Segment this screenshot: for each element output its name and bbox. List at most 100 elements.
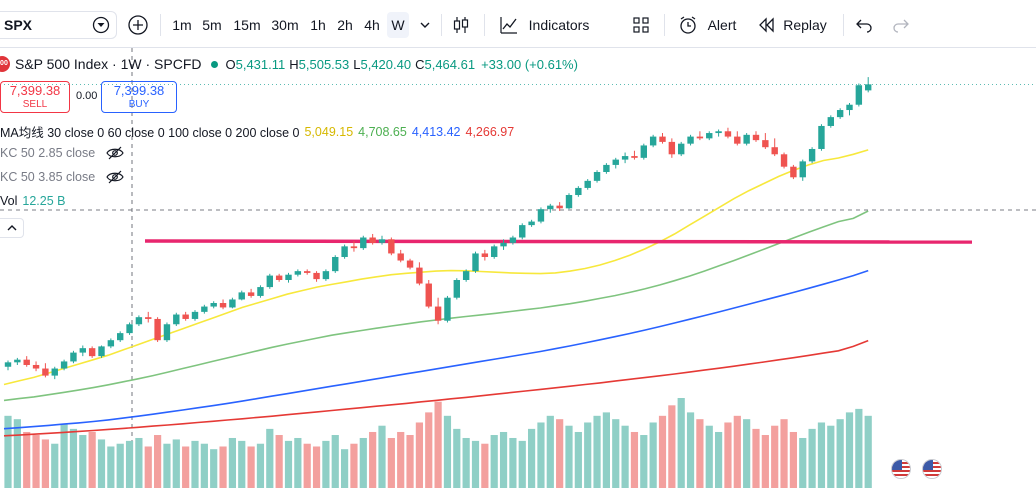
change-value: +33.00 (+0.61%) (481, 56, 578, 72)
interval-4h[interactable]: 4h (364, 17, 380, 33)
candles-icon[interactable] (450, 14, 472, 36)
layouts-grid-icon[interactable] (630, 14, 652, 36)
interval-2h[interactable]: 2h (337, 17, 353, 33)
buy-button[interactable]: 7,399.38 BUY (101, 81, 177, 113)
candle-body (556, 205, 563, 209)
candle-body (565, 195, 573, 209)
candle-body (537, 209, 545, 222)
candle-body (855, 85, 863, 105)
sell-price: 7,399.38 (9, 83, 61, 98)
volume-bar (696, 419, 704, 488)
legend-title: S&P 500 Index · 1W · SPCFD (15, 56, 202, 72)
candle-body (678, 143, 685, 155)
interval-30m[interactable]: 30m (271, 17, 299, 33)
candle-body (724, 131, 732, 137)
candle-body (388, 239, 395, 254)
interval-1h[interactable]: 1h (310, 17, 326, 33)
candle-body (416, 267, 423, 284)
us-flag-event-icon[interactable] (922, 459, 942, 479)
indicators-icon[interactable] (498, 14, 520, 36)
volume-bar (612, 419, 620, 488)
open-key: O (225, 56, 236, 72)
us-flag-event-icon[interactable] (891, 459, 911, 479)
volume-bar (574, 431, 582, 488)
indicators-button[interactable]: Indicators (528, 17, 590, 33)
close-key: C (415, 56, 425, 72)
volume-bar (771, 425, 779, 488)
volume-bar (312, 446, 321, 488)
volume-bar (359, 437, 367, 488)
kc1-indicator-legend[interactable]: KC 50 2.85 close (0, 146, 124, 160)
sell-label: SELL (22, 99, 48, 110)
candle-body (182, 314, 189, 319)
undo-icon[interactable] (853, 14, 875, 36)
volume-bar (163, 443, 171, 488)
volume-bar (4, 415, 12, 488)
candle-body (425, 283, 432, 307)
interval-W[interactable]: W (387, 12, 409, 38)
vol-value: 12.25 B (22, 194, 66, 208)
alert-button[interactable]: Alert (707, 17, 737, 33)
volume-bar (509, 437, 517, 488)
interval-15m[interactable]: 15m (233, 17, 261, 33)
candle-body (706, 133, 713, 139)
sp500-badge: 500 (0, 56, 10, 72)
candle-body (322, 271, 330, 280)
add-symbol-icon[interactable] (92, 16, 110, 34)
volume-bar (41, 439, 49, 488)
ma30-value: 5,049.15 (304, 124, 354, 139)
collapse-legend-button[interactable] (0, 218, 24, 238)
spread-value: 0.00 (76, 90, 98, 102)
candle-body (696, 136, 704, 139)
volume-bar (640, 435, 648, 488)
candle-body (266, 275, 273, 288)
interval-5m[interactable]: 5m (202, 17, 222, 33)
price-chart[interactable] (0, 48, 1036, 488)
toolbar-divider (843, 14, 844, 36)
volume-bar (752, 428, 760, 488)
replay-button[interactable]: Replay (783, 17, 827, 33)
volume-bar (602, 412, 610, 488)
candle-body (117, 333, 124, 341)
eye-off-icon[interactable] (106, 146, 124, 160)
volume-bar (294, 437, 302, 488)
volume-bar (808, 428, 816, 488)
replay-icon[interactable] (756, 14, 778, 36)
volume-bar (845, 412, 854, 488)
volume-bar (378, 425, 386, 488)
volume-bar (256, 443, 265, 488)
candle-body (519, 225, 526, 238)
candle-body (640, 145, 647, 158)
volume-legend[interactable]: Vol 12.25 B (0, 194, 70, 208)
candle-body (509, 237, 517, 243)
kc2-indicator-legend[interactable]: KC 50 3.85 close (0, 170, 124, 184)
candle-body (444, 297, 451, 321)
chevron-down-icon[interactable] (414, 14, 436, 36)
alert-clock-icon[interactable] (677, 14, 699, 36)
candle-body (163, 324, 171, 341)
candle-body (715, 131, 722, 134)
redo-icon[interactable] (890, 14, 912, 36)
candle-body (434, 306, 442, 321)
volume-bar (387, 437, 395, 488)
candle-body (649, 136, 657, 146)
ma-indicator-legend[interactable]: MA均线 30 close 0 60 close 0 100 close 0 2… (0, 122, 519, 141)
symbol-search[interactable]: SPX (0, 11, 117, 39)
toolbar-divider (484, 14, 485, 36)
candle-body (780, 154, 788, 167)
volume-bar (69, 428, 78, 488)
candle-body (201, 306, 208, 312)
symbol-legend: 500 S&P 500 Index · 1W · SPCFD O5,431.11… (0, 54, 578, 74)
volume-bar (649, 422, 657, 488)
candle-body (762, 140, 769, 148)
candle-body (304, 271, 311, 273)
candle-body (481, 253, 489, 257)
compare-plus-icon[interactable] (127, 14, 149, 36)
interval-1m[interactable]: 1m (172, 17, 192, 33)
volume-bar (350, 443, 358, 488)
candle-body (126, 324, 133, 334)
eye-off-icon[interactable] (106, 170, 124, 184)
volume-bar (406, 435, 414, 488)
volume-bar (499, 431, 508, 488)
sell-button[interactable]: 7,399.38 SELL (0, 81, 70, 113)
